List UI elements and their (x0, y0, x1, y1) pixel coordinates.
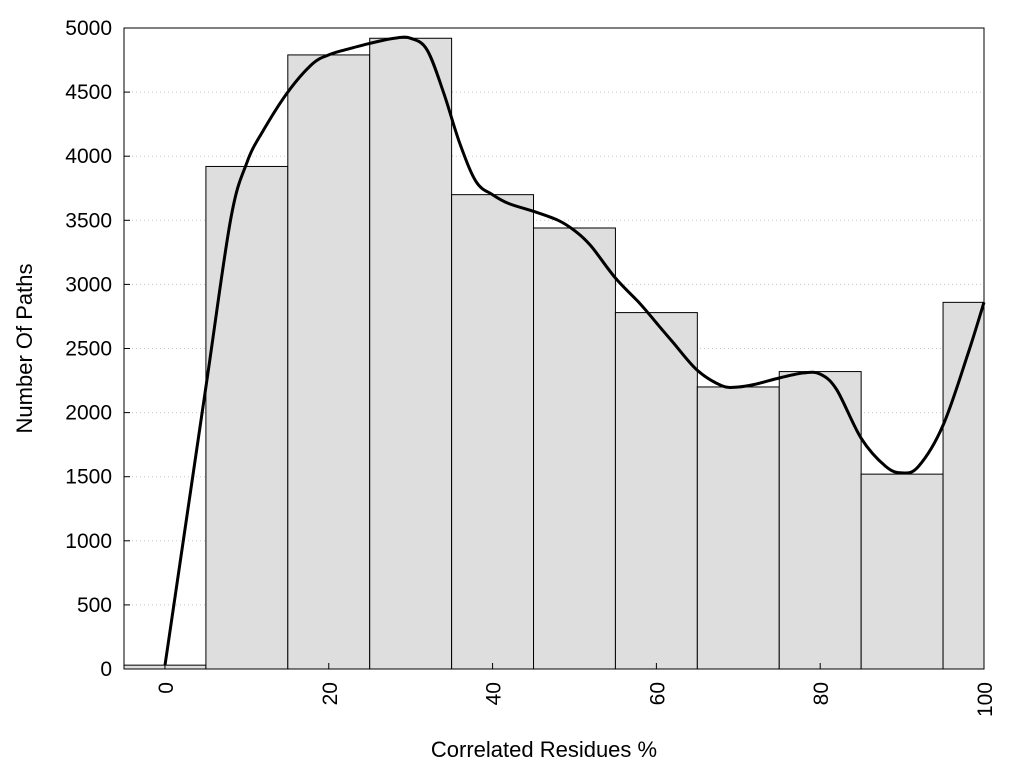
x-tick-label: 20 (319, 682, 342, 705)
y-axis-title: Number Of Paths (12, 264, 37, 434)
x-tick-label: 100 (974, 682, 997, 717)
y-tick-label: 3000 (65, 273, 112, 296)
y-tick-label: 1000 (65, 530, 112, 553)
density-curve (163, 35, 986, 666)
y-tick-label: 500 (77, 594, 112, 617)
x-tick-label: 40 (483, 682, 506, 705)
bars (123, 37, 985, 670)
histogram-bar (205, 165, 289, 670)
y-tick-label: 1500 (65, 466, 112, 489)
histogram-bar (778, 371, 862, 670)
x-tick-label: 60 (646, 682, 669, 705)
x-tick-label: 80 (810, 682, 833, 705)
density-curve-line (163, 35, 986, 666)
y-tick-label: 2000 (65, 402, 112, 425)
y-tick-label: 0 (100, 658, 112, 681)
histogram-bar (287, 54, 371, 670)
y-tick-label: 4000 (65, 145, 112, 168)
histogram-bar (451, 194, 535, 670)
histogram-bar (369, 37, 453, 670)
y-tick-label: 3500 (65, 209, 112, 232)
y-tick-label: 4500 (65, 81, 112, 104)
y-axis-ticks: 0 500 1000 1500 2000 2500 3000 3500 4000 4500 5000 (65, 17, 130, 681)
x-axis-ticks: 0 20 40 60 80 100 (155, 663, 997, 717)
histogram-bar (860, 473, 944, 670)
histogram-bar (696, 386, 780, 670)
y-tick-label: 5000 (65, 17, 112, 40)
x-axis-title: Correlated Residues % (431, 737, 657, 762)
histogram-bar (942, 301, 985, 670)
histogram-bar (614, 312, 698, 670)
x-tick-label: 0 (155, 682, 178, 694)
histogram-bar (533, 227, 616, 670)
y-tick-label: 2500 (65, 338, 112, 361)
